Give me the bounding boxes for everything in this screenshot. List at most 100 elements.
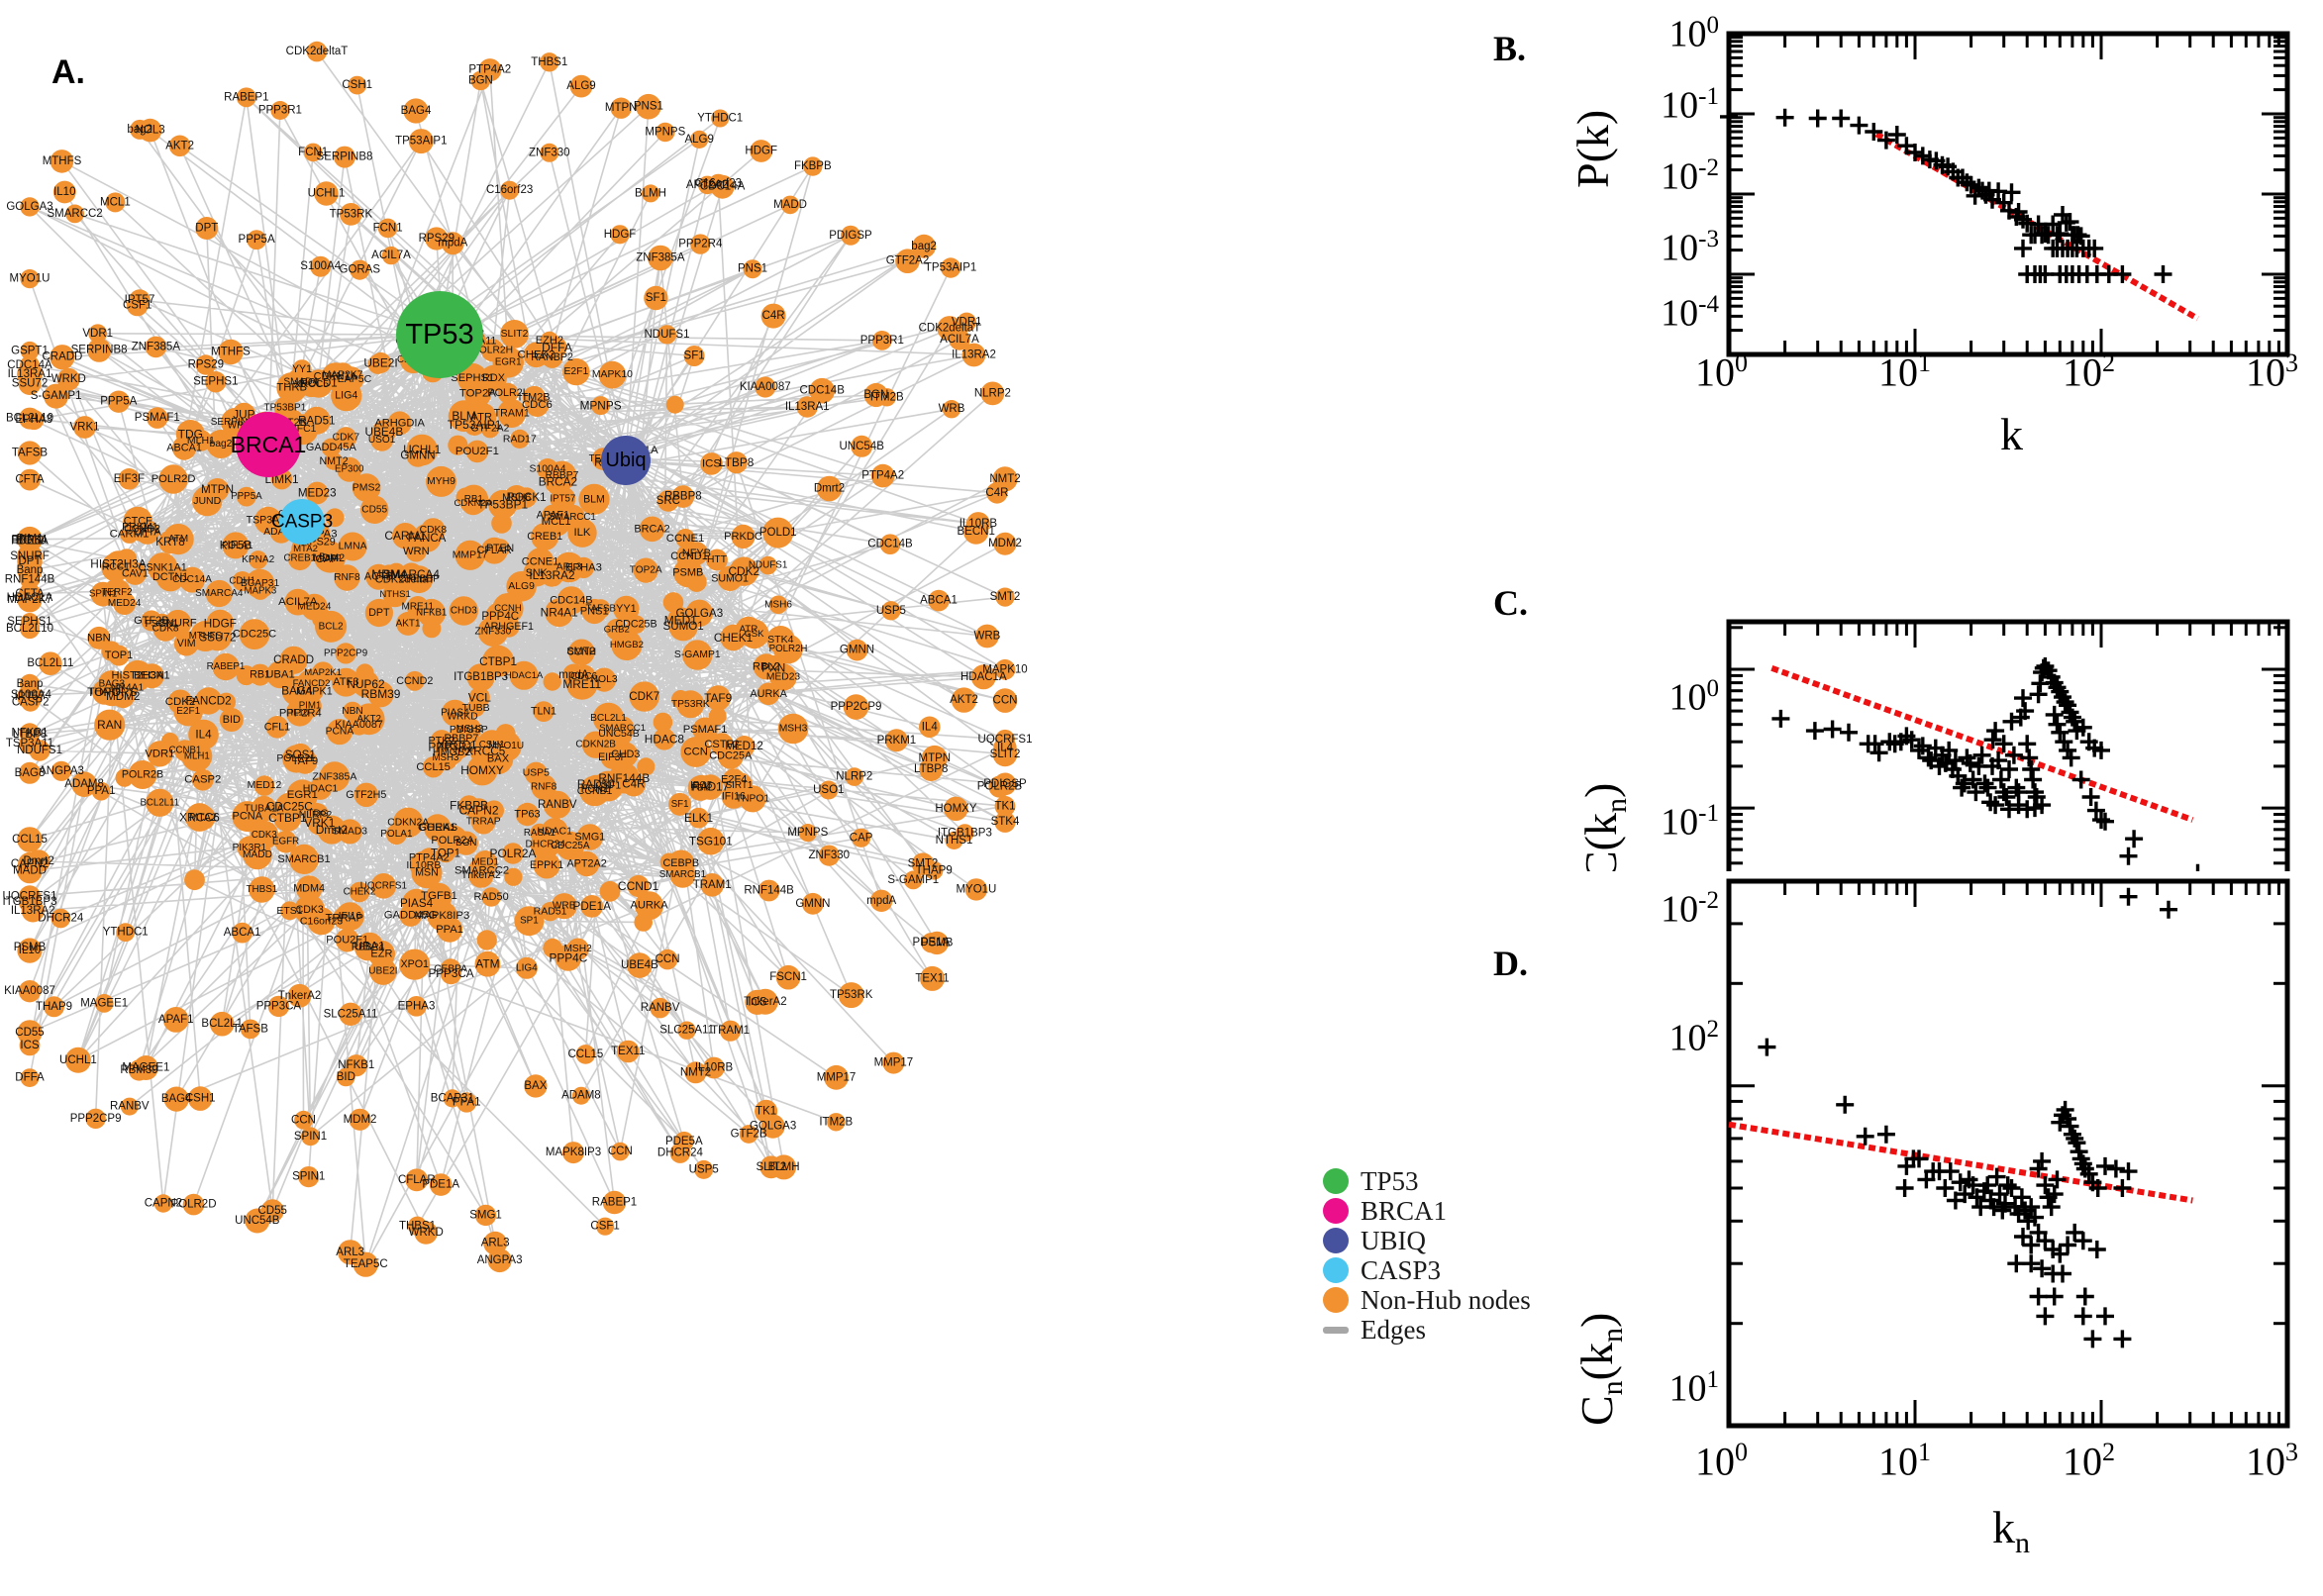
network-node[interactable] — [543, 672, 561, 691]
network-node[interactable] — [841, 225, 860, 246]
network-node[interactable] — [354, 782, 378, 807]
network-node[interactable] — [568, 639, 595, 666]
network-node[interactable] — [819, 780, 839, 800]
network-node[interactable] — [298, 694, 322, 718]
network-node[interactable] — [292, 748, 318, 774]
network-node[interactable] — [19, 407, 41, 430]
network-node[interactable] — [448, 435, 468, 455]
network-node[interactable] — [673, 1131, 694, 1151]
network-node[interactable] — [371, 420, 396, 445]
network-node[interactable] — [129, 289, 151, 311]
network-node[interactable] — [274, 830, 297, 853]
network-node[interactable] — [20, 938, 40, 957]
network-node[interactable] — [961, 343, 986, 367]
network-node[interactable] — [305, 481, 329, 505]
network-node[interactable] — [581, 598, 607, 625]
network-node[interactable] — [266, 660, 294, 689]
network-node[interactable] — [720, 1020, 742, 1042]
network-node[interactable] — [20, 341, 40, 360]
network-node[interactable] — [50, 345, 75, 370]
network-node[interactable] — [481, 887, 501, 907]
network-node[interactable] — [273, 803, 302, 832]
network-node[interactable] — [653, 712, 673, 733]
network-node[interactable] — [429, 1173, 453, 1196]
network-node[interactable] — [145, 336, 167, 358]
network-node[interactable] — [949, 329, 970, 350]
network-node[interactable] — [334, 564, 360, 591]
network-node[interactable] — [466, 663, 495, 692]
network-node[interactable] — [50, 760, 72, 781]
network-node[interactable] — [187, 1086, 213, 1111]
network-node[interactable] — [296, 668, 327, 699]
network-node[interactable] — [120, 1097, 139, 1116]
network-node[interactable] — [20, 197, 40, 217]
network-node[interactable] — [310, 255, 332, 277]
network-node[interactable] — [780, 195, 800, 215]
network-node[interactable] — [578, 483, 610, 515]
network-node[interactable] — [683, 346, 705, 366]
network-node[interactable] — [50, 150, 74, 173]
network-node[interactable] — [777, 713, 809, 745]
network-node[interactable] — [335, 427, 357, 449]
network-node[interactable] — [116, 677, 139, 699]
network-node[interactable] — [314, 547, 340, 572]
network-node[interactable] — [477, 616, 509, 647]
network-node[interactable] — [404, 670, 425, 691]
network-node[interactable] — [668, 792, 692, 816]
network-node[interactable] — [530, 830, 560, 860]
network-node[interactable] — [497, 382, 519, 404]
network-node[interactable] — [339, 1002, 362, 1026]
network-node[interactable] — [331, 667, 360, 697]
network-node[interactable] — [773, 634, 803, 664]
network-node[interactable] — [325, 508, 345, 528]
network-node[interactable] — [392, 523, 419, 549]
network-node[interactable] — [336, 902, 364, 932]
network-node[interactable] — [287, 983, 312, 1008]
network-node[interactable] — [556, 586, 586, 615]
network-node[interactable] — [824, 1064, 849, 1090]
network-node[interactable] — [673, 557, 703, 588]
network-node[interactable] — [216, 692, 236, 712]
network-node[interactable] — [531, 523, 559, 550]
network-node[interactable] — [526, 548, 555, 576]
network-node[interactable] — [222, 532, 250, 559]
network-node[interactable] — [334, 146, 355, 168]
network-node[interactable] — [19, 761, 41, 784]
network-node[interactable] — [884, 729, 908, 752]
network-node[interactable] — [690, 130, 709, 149]
network-node[interactable] — [986, 482, 1008, 504]
network-node[interactable] — [64, 1047, 91, 1073]
network-node[interactable] — [174, 740, 196, 762]
network-node[interactable] — [569, 74, 593, 98]
network-node[interactable] — [307, 810, 333, 836]
network-node[interactable] — [182, 1193, 205, 1216]
network-node[interactable] — [18, 980, 42, 1003]
network-node[interactable] — [44, 996, 64, 1018]
network-node[interactable] — [21, 692, 41, 712]
network-node[interactable] — [871, 331, 892, 350]
network-node[interactable] — [191, 768, 214, 791]
network-node[interactable] — [690, 234, 711, 254]
network-node[interactable] — [307, 907, 336, 936]
network-node[interactable] — [306, 41, 328, 62]
network-node[interactable] — [692, 717, 718, 743]
network-node[interactable] — [403, 98, 429, 124]
network-node[interactable] — [992, 688, 1018, 713]
network-node[interactable] — [722, 768, 746, 792]
network-node[interactable] — [260, 1199, 284, 1223]
network-node[interactable] — [993, 736, 1017, 760]
network-node[interactable] — [409, 850, 439, 880]
network-node[interactable] — [705, 685, 731, 711]
network-node[interactable] — [700, 873, 724, 897]
network-node[interactable] — [682, 640, 713, 670]
network-node[interactable] — [965, 512, 990, 537]
network-node[interactable] — [879, 534, 901, 554]
network-node[interactable] — [818, 845, 840, 866]
network-node[interactable] — [321, 438, 341, 457]
network-node[interactable] — [920, 965, 945, 991]
network-node[interactable] — [572, 556, 595, 579]
network-node[interactable] — [994, 795, 1016, 817]
network-node[interactable] — [27, 849, 50, 873]
network-node[interactable] — [400, 562, 423, 586]
network-node[interactable] — [301, 1127, 320, 1147]
